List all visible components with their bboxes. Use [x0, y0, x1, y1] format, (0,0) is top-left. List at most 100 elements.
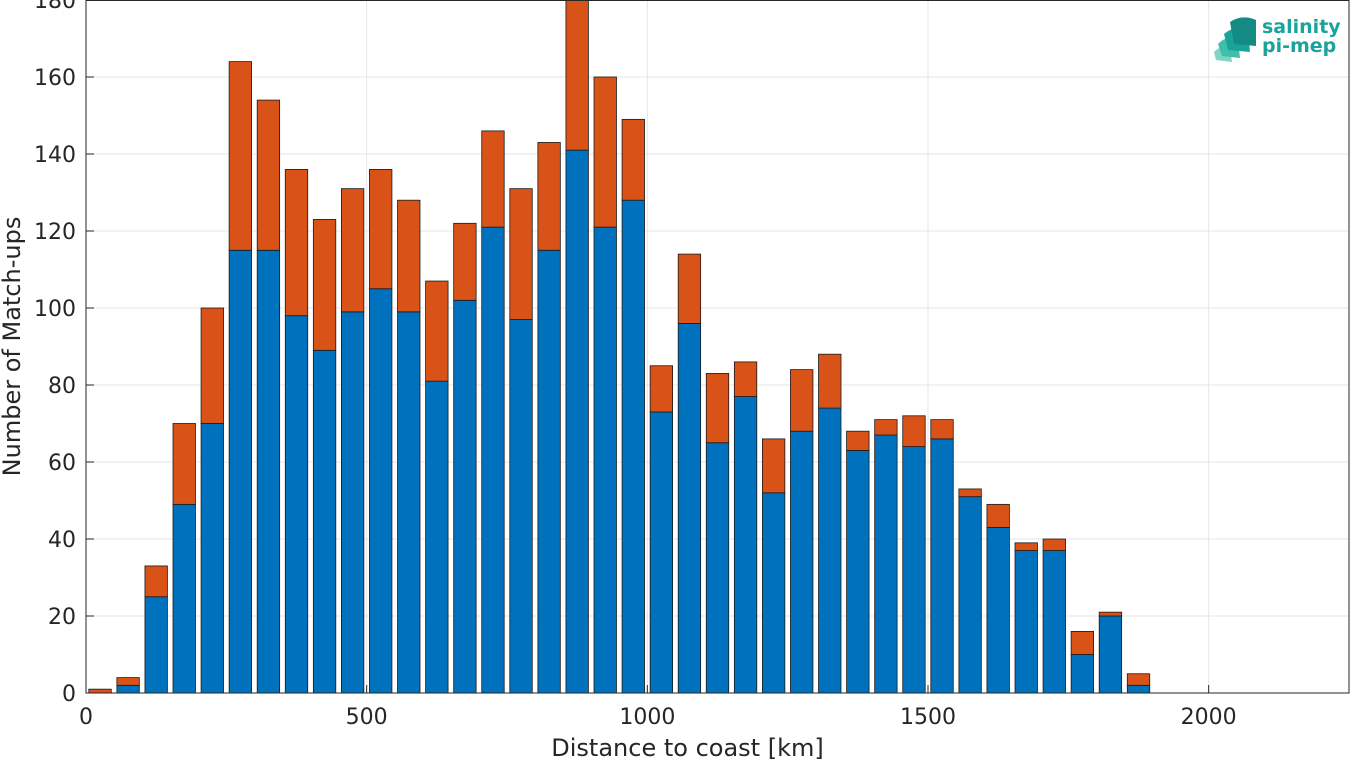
logo-text-pi-mep: pi-mep: [1262, 35, 1336, 57]
bar-series-2: [677, 253, 702, 324]
bar-series-2: [930, 419, 954, 440]
x-tick-label: 1000: [619, 705, 675, 730]
bar-series-2: [312, 219, 337, 351]
bar-series-2: [537, 142, 561, 251]
tick-marks: [85, 0, 1210, 694]
y-tick-label: 80: [48, 374, 76, 399]
bar-series-1: [397, 311, 421, 694]
bar-series-2: [565, 0, 589, 151]
bar-series-1: [621, 199, 645, 694]
bar-series-2: [846, 430, 870, 451]
y-tick-label: 120: [34, 220, 76, 245]
bar-series-2: [649, 365, 673, 413]
bar-series-2: [1070, 631, 1094, 655]
bar-series-1: [509, 319, 533, 694]
bar-series-2: [762, 438, 786, 494]
tick-labels: 0 500 1000 1500 2000 0 20 40 60 80 100 120 140 160 180: [34, 0, 1237, 730]
bar-series-1: [958, 496, 982, 694]
bar-series-2: [986, 503, 1010, 528]
bar-series-1: [116, 684, 140, 694]
bar-series-2: [88, 688, 112, 694]
bar-series-1: [593, 226, 617, 694]
y-tick-label: 60: [48, 451, 76, 476]
bar-series-1: [200, 423, 224, 694]
bar-series-1: [172, 503, 196, 694]
bar-series-1: [481, 226, 505, 694]
bar-series-2: [958, 488, 982, 498]
bar-series-2: [172, 423, 196, 505]
bar-series-2: [621, 118, 645, 201]
bar-series-2: [1098, 611, 1123, 617]
x-tick-label: 1500: [900, 705, 956, 730]
bar-series-2: [481, 130, 505, 228]
bar-series-1: [312, 349, 337, 694]
y-tick-label: 40: [48, 528, 76, 553]
x-tick-label: 2000: [1181, 705, 1237, 730]
bars: [88, 0, 1151, 694]
y-tick-label: 160: [34, 66, 76, 91]
x-tick-label: 500: [346, 705, 388, 730]
bar-series-1: [369, 288, 393, 694]
bar-series-1: [341, 311, 365, 694]
bar-series-2: [425, 280, 449, 382]
bar-series-2: [509, 188, 533, 320]
bar-series-2: [144, 565, 168, 598]
bar-series-2: [397, 199, 421, 313]
bar-series-2: [200, 307, 224, 424]
bar-series-2: [705, 373, 730, 444]
bar-series-2: [228, 61, 252, 251]
bar-series-1: [144, 596, 168, 694]
bar-series-2: [369, 168, 393, 290]
bar-series-2: [790, 369, 814, 432]
bar-series-1: [284, 315, 309, 694]
y-tick-label: 20: [48, 605, 76, 630]
bar-series-1: [1042, 550, 1066, 694]
salinity-pi-mep-logo: salinity pi-mep: [1214, 16, 1341, 62]
bar-series-2: [593, 76, 617, 228]
bar-series-1: [986, 527, 1010, 694]
bar-series-1: [649, 411, 673, 694]
bar-series-2: [874, 419, 898, 436]
bar-series-1: [1126, 684, 1151, 694]
bar-series-2: [1126, 673, 1151, 686]
bar-series-2: [902, 415, 926, 447]
y-tick-label: 140: [34, 143, 76, 168]
bar-series-1: [425, 380, 449, 694]
bar-series-1: [537, 249, 561, 694]
bar-series-1: [677, 322, 702, 694]
bar-series-2: [453, 222, 477, 301]
bar-series-2: [1014, 542, 1038, 551]
bar-series-1: [790, 430, 814, 694]
bar-series-1: [228, 249, 252, 694]
bar-series-1: [818, 407, 842, 694]
bar-series-1: [846, 450, 870, 694]
y-tick-label: 100: [34, 297, 76, 322]
bar-series-1: [256, 249, 281, 694]
bar-series-1: [565, 149, 589, 694]
bar-series-1: [1070, 654, 1094, 694]
bar-series-2: [284, 168, 309, 317]
bar-series-1: [1014, 550, 1038, 694]
bar-series-1: [705, 442, 730, 694]
y-tick-label: 0: [62, 682, 76, 707]
bar-series-1: [902, 446, 926, 694]
y-tick-label: 180: [34, 0, 76, 14]
logo-waves-icon: [1214, 17, 1256, 62]
bar-series-2: [733, 361, 758, 397]
logo-text-salinity: salinity: [1262, 16, 1341, 38]
bar-series-1: [1098, 615, 1123, 694]
bar-series-2: [116, 677, 140, 686]
bar-series-1: [762, 492, 786, 694]
bar-series-1: [930, 438, 954, 694]
bar-series-1: [733, 396, 758, 694]
x-axis-label: Distance to coast [km]: [551, 734, 823, 761]
bar-series-2: [818, 353, 842, 409]
bar-series-2: [1042, 538, 1066, 551]
y-axis-label: Number of Match-ups: [0, 217, 26, 477]
bar-series-2: [341, 188, 365, 313]
bar-series-1: [453, 299, 477, 694]
bar-series-2: [256, 99, 281, 251]
x-tick-label: 0: [79, 705, 93, 730]
axes-box: [85, 0, 1350, 694]
